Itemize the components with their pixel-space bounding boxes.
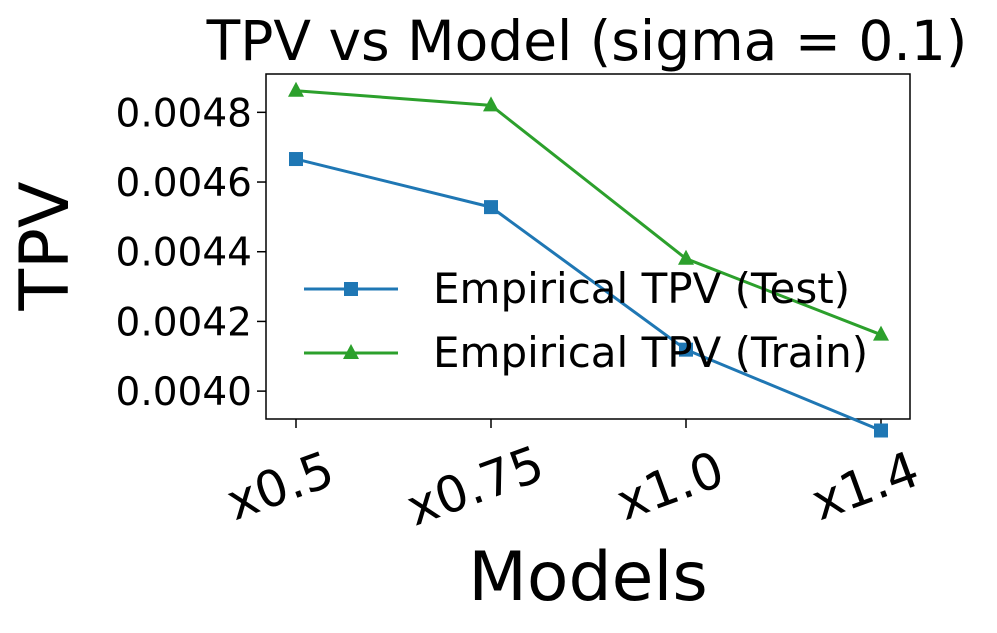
data-point (679, 342, 693, 357)
x-tick-label: x0.75 (399, 435, 551, 538)
data-point (678, 249, 694, 265)
y-axis: 0.0040 0.0042 0.0044 0.0046 0.0048 (116, 91, 266, 415)
y-tick-label: 0.0048 (116, 91, 252, 136)
plot-area (265, 73, 911, 420)
legend-label: Empirical TPV (Train) (433, 328, 868, 377)
series-line (295, 89, 882, 337)
data-point (288, 81, 304, 97)
series-line (295, 157, 882, 432)
data-point (343, 344, 359, 359)
x-axis-label: Models (468, 538, 708, 617)
data-point (484, 200, 498, 215)
series-layer (288, 81, 889, 438)
x-axis: x0.5 x0.75 x1.0 x1.4 (219, 419, 926, 537)
chart-title: TPV vs Model (sigma = 0.1) (206, 9, 968, 73)
y-axis-label: TPV (6, 181, 85, 311)
y-tick-label: 0.0042 (116, 300, 252, 345)
legend-label: Empirical TPV (Test) (433, 264, 850, 313)
legend: Empirical TPV (Test) Empirical TPV (Train… (304, 264, 868, 377)
data-point (289, 152, 303, 167)
x-tick-label: x0.5 (219, 440, 341, 532)
y-tick-label: 0.0046 (116, 161, 252, 206)
y-tick-label: 0.0044 (116, 231, 252, 276)
data-point (344, 282, 358, 296)
x-tick-label: x1.0 (609, 440, 731, 532)
data-point (873, 325, 889, 341)
y-tick-label: 0.0040 (116, 370, 252, 415)
x-tick-label: x1.4 (804, 440, 926, 532)
data-point (874, 423, 888, 438)
data-point (483, 96, 499, 112)
